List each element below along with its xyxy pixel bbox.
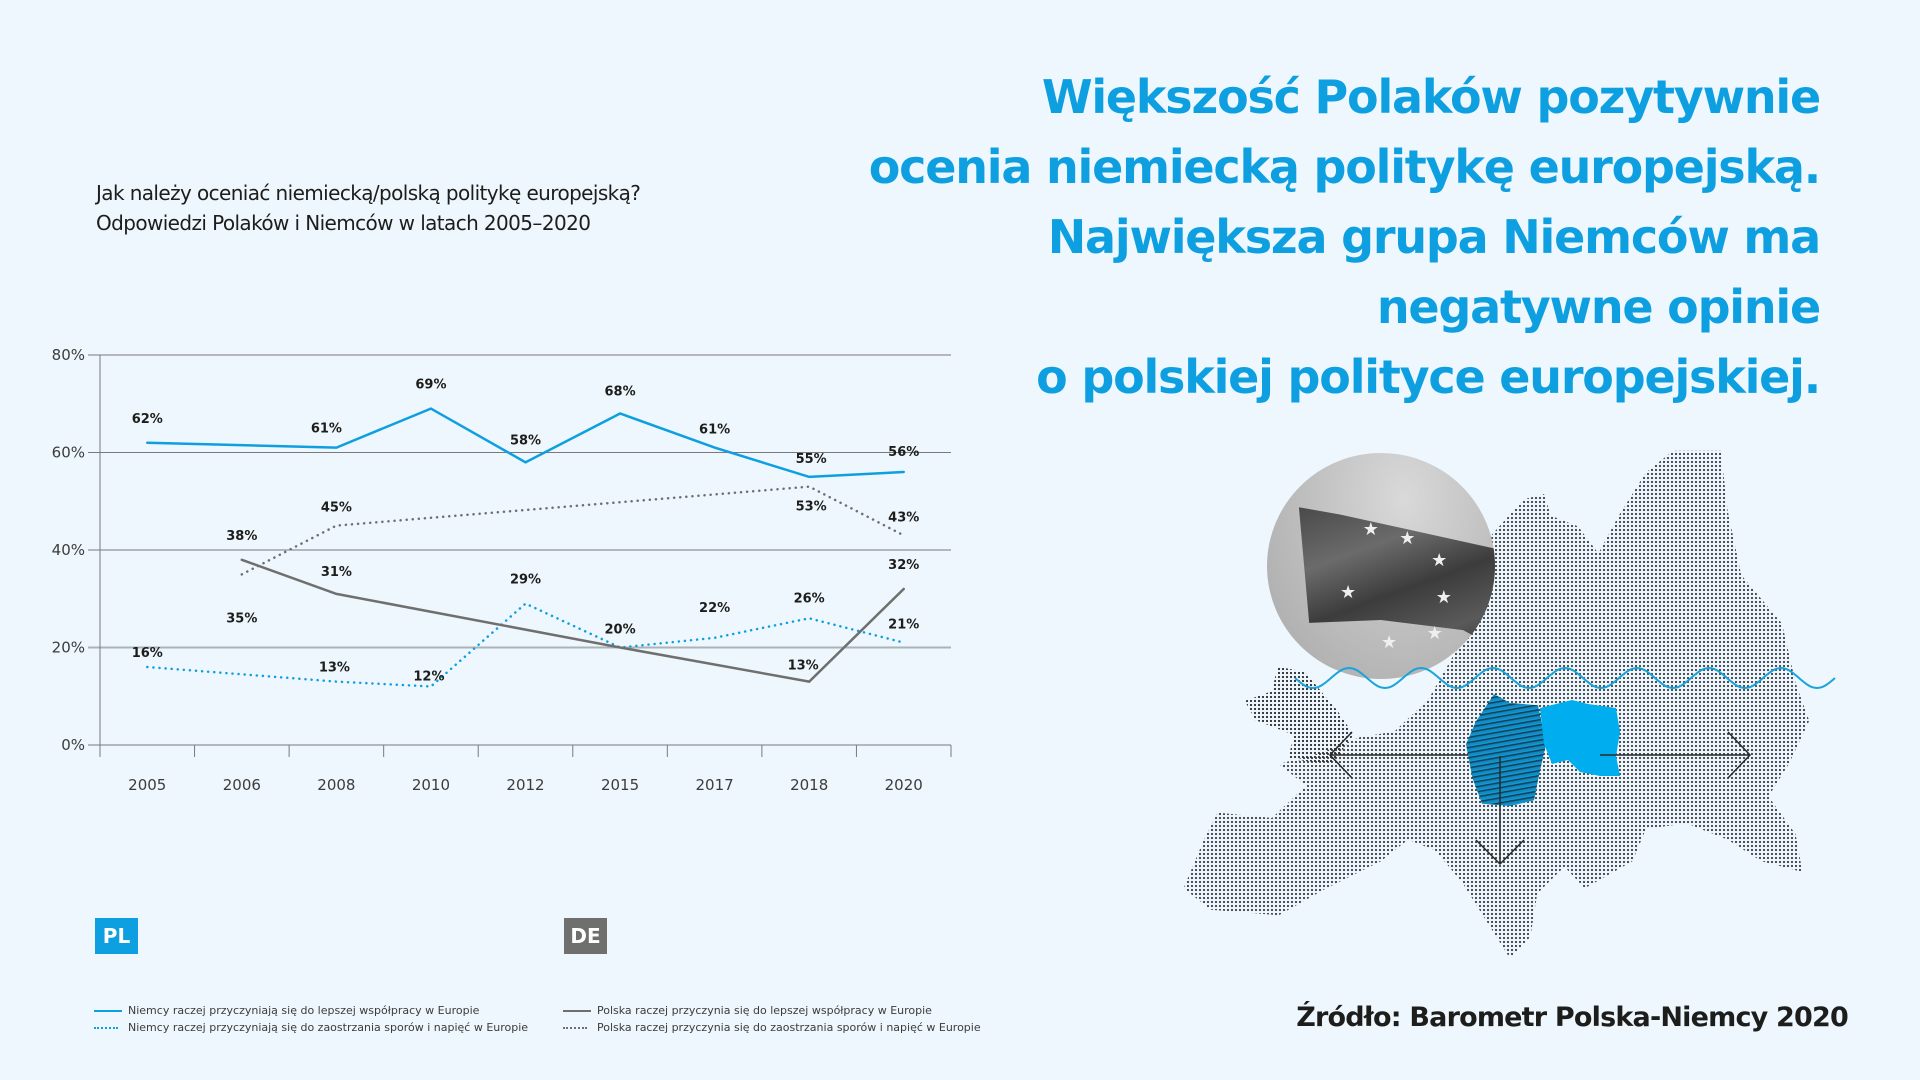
- badge-pl: PL: [95, 918, 138, 954]
- data-label: 56%: [888, 445, 919, 460]
- y-tick-label: 60%: [52, 444, 85, 462]
- arrow-down-head: [1475, 839, 1525, 866]
- x-tick-label: 2010: [412, 776, 450, 794]
- data-label: 43%: [888, 510, 919, 525]
- star-icon: ★: [1399, 527, 1416, 549]
- star-icon: ★: [1362, 518, 1379, 540]
- headline-line: Największa grupa Niemców ma: [1047, 210, 1821, 264]
- chart-title-line1: Jak należy oceniać niemiecką/polską poli…: [96, 181, 641, 205]
- data-label: 35%: [226, 611, 257, 626]
- data-label: 32%: [888, 558, 919, 573]
- wave-line: [1294, 666, 1836, 690]
- data-label: 62%: [132, 412, 163, 427]
- map-overlays: [1294, 666, 1836, 866]
- data-label: 45%: [321, 501, 352, 516]
- legend-swatch-dotted: [563, 1026, 587, 1029]
- arrow-right-head: [1727, 731, 1752, 779]
- y-tick-label: 20%: [52, 639, 85, 657]
- data-label: 68%: [604, 385, 635, 400]
- arrow-left-head: [1328, 731, 1353, 779]
- chart-title: Jak należy oceniać niemiecką/polską poli…: [96, 178, 641, 238]
- legend-swatch-solid: [563, 1009, 591, 1012]
- poland-shape: [1540, 700, 1620, 776]
- badge-de: DE: [564, 918, 607, 954]
- legend-label: Polska raczej przyczynia się do lepszej …: [597, 1004, 932, 1017]
- data-label: 12%: [413, 670, 444, 685]
- data-label: 13%: [319, 661, 350, 676]
- y-tick-label: 80%: [52, 346, 85, 364]
- data-label: 31%: [321, 565, 352, 580]
- legend-swatch-solid: [94, 1009, 122, 1012]
- grid: [88, 354, 951, 746]
- legend-label: Niemcy raczej przyczyniają się do lepsze…: [128, 1004, 480, 1017]
- star-icon: ★: [1431, 550, 1448, 572]
- legend-swatch-dotted: [94, 1026, 118, 1029]
- star-icon: ★: [1435, 586, 1452, 608]
- data-labels: 62% 61% 69% 58% 68% 61% 55% 56% 16% 13% 12% 29% 20% 2…: [132, 378, 920, 685]
- x-tick-label: 2012: [506, 776, 544, 794]
- eu-flag-photo: ★ ★ ★ ★ ★ ★ ★: [1267, 453, 1495, 679]
- x-tick-label: 2008: [317, 776, 355, 794]
- headline-line: Większość Polaków pozytywnie: [1041, 70, 1821, 124]
- europe-map-illustration: ★ ★ ★ ★ ★ ★ ★: [1170, 440, 1850, 980]
- data-label: 61%: [699, 423, 730, 438]
- star-icon: ★: [1426, 622, 1443, 644]
- headline-line: negatywne opinie: [1376, 280, 1821, 334]
- data-label: 38%: [226, 529, 257, 544]
- legend-label: Niemcy raczej przyczyniają się do zaostr…: [128, 1021, 529, 1034]
- headline: Większość Polaków pozytywnie ocenia niem…: [820, 62, 1821, 412]
- data-label: 55%: [796, 452, 827, 467]
- legend-label: Polska raczej przyczynia się do zaostrza…: [597, 1021, 981, 1034]
- headline-line: ocenia niemiecką politykę europejską.: [868, 140, 1821, 194]
- chart-title-line2: Odpowiedzi Polaków i Niemców w latach 20…: [96, 211, 591, 235]
- axes: 0% 20% 40% 60% 80% 2005 2006 2008 2010 2012 2015 20…: [52, 346, 952, 794]
- headline-line: o polskiej polityce europejskiej.: [1036, 350, 1821, 404]
- y-tick-label: 0%: [61, 736, 85, 754]
- data-label: 22%: [699, 601, 730, 616]
- legend-de: Polska raczej przyczynia się do lepszej …: [563, 1002, 981, 1036]
- x-tick-label: 2006: [223, 776, 261, 794]
- legend-item: Polska raczej przyczynia się do lepszej …: [563, 1002, 981, 1019]
- series-lines: [146, 407, 905, 688]
- legend-item: Niemcy raczej przyczyniają się do lepsze…: [94, 1002, 528, 1019]
- star-icon: ★: [1339, 582, 1357, 604]
- data-label: 61%: [311, 422, 342, 437]
- data-label: 20%: [604, 623, 635, 638]
- series-line-de-dotted: [240, 485, 905, 576]
- x-tick-label: 2017: [696, 776, 734, 794]
- data-label: 58%: [510, 433, 541, 448]
- series-line-de-solid: [240, 558, 905, 683]
- x-tick-label: 2020: [885, 776, 923, 794]
- x-tick-label: 2018: [790, 776, 828, 794]
- legend-pl: Niemcy raczej przyczyniają się do lepsze…: [94, 1002, 528, 1036]
- source-note: Źródło: Barometr Polska-Niemcy 2020: [1296, 1002, 1849, 1033]
- data-label: 16%: [132, 646, 163, 661]
- data-label: 29%: [510, 573, 541, 588]
- series-line-pl-solid: [146, 407, 905, 479]
- x-tick-label: 2015: [601, 776, 639, 794]
- legend-item: Polska raczej przyczynia się do zaostrza…: [563, 1019, 981, 1036]
- data-label: 21%: [888, 618, 919, 633]
- data-label: 69%: [415, 378, 446, 393]
- y-tick-label: 40%: [52, 541, 85, 559]
- series-line-pl-dotted: [146, 602, 905, 688]
- line-chart: 0% 20% 40% 60% 80% 2005 2006 2008 2010 2012 2015 20…: [52, 346, 952, 794]
- data-label: 13%: [788, 659, 819, 674]
- x-tick-label: 2005: [128, 776, 166, 794]
- legend-item: Niemcy raczej przyczyniają się do zaostr…: [94, 1019, 528, 1036]
- data-label: 53%: [796, 500, 827, 515]
- star-icon: ★: [1381, 631, 1398, 653]
- data-label: 26%: [794, 591, 825, 606]
